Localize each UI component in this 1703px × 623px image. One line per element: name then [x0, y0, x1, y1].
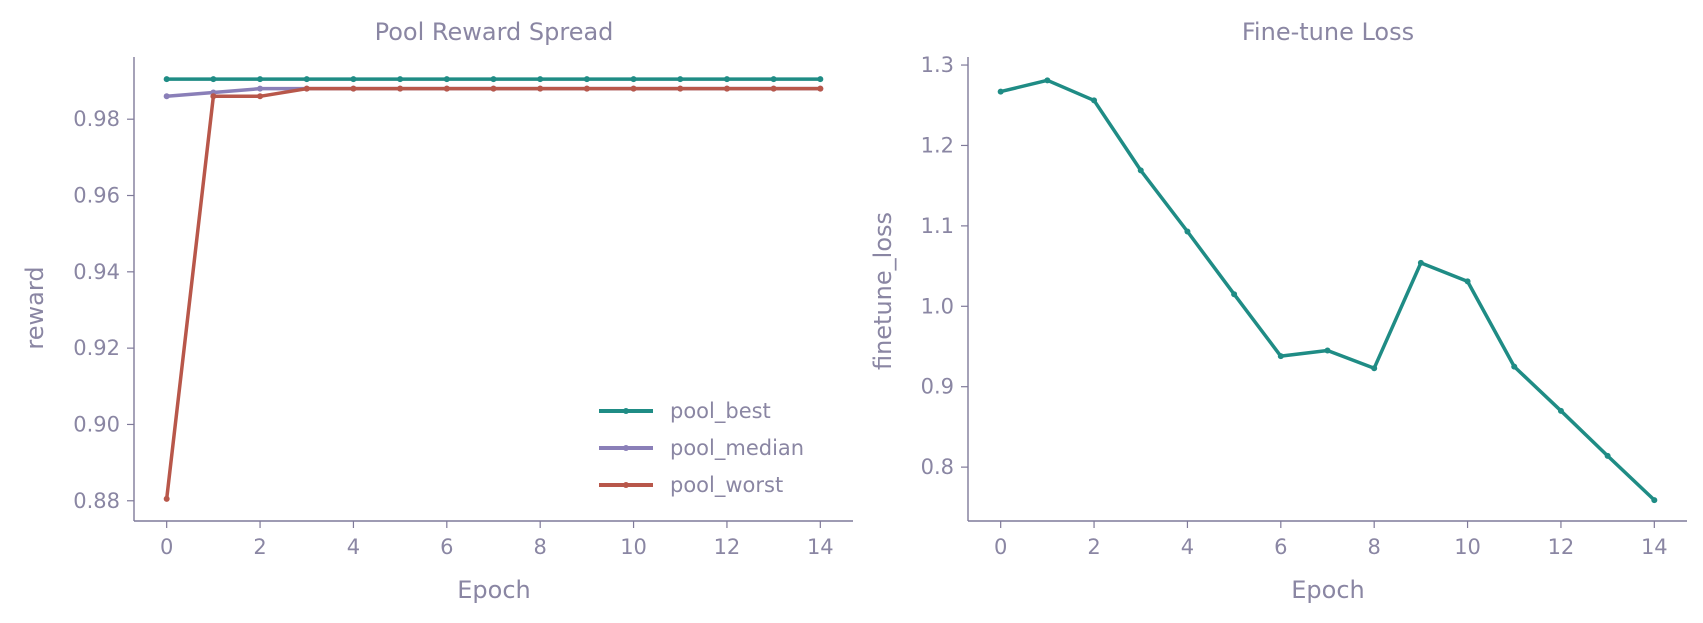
data-point-pool-best [163, 76, 170, 83]
x-tick-label: 6 [1274, 535, 1287, 559]
data-point-loss [1324, 347, 1331, 354]
data-point-pool-best [303, 76, 310, 83]
data-point-loss [1604, 452, 1611, 459]
legend-label-pool-worst: pool_worst [670, 473, 783, 498]
data-point-pool-best [723, 76, 730, 83]
chart-pool-reward-spread: Pool Reward Spread Epoch reward 0 2 4 6 8 10 1… [21, 18, 853, 604]
x-axis-label: Epoch [457, 576, 531, 604]
data-point-pool-worst [490, 85, 497, 92]
data-point-loss [1464, 278, 1471, 285]
x-tick-label: 12 [1548, 535, 1575, 559]
legend-label-pool-median: pool_median [670, 436, 804, 461]
x-tick-label: 8 [1368, 535, 1381, 559]
data-point-loss [1231, 291, 1238, 298]
data-point-pool-worst [443, 85, 450, 92]
data-point-loss [1044, 77, 1051, 84]
data-point-pool-worst [350, 85, 357, 92]
y-axis-label: reward [21, 266, 49, 349]
data-point-pool-best [490, 76, 497, 83]
data-point-loss [1091, 97, 1098, 104]
data-point-pool-worst [537, 85, 544, 92]
data-point-pool-best [630, 76, 637, 83]
data-point-pool-best [257, 76, 264, 83]
y-tick-label: 0.90 [73, 412, 120, 436]
legend-marker-pool-worst [623, 482, 629, 488]
y-tick-label: 0.94 [73, 260, 120, 284]
y-tick-label: 1.2 [921, 133, 954, 157]
y-tick-label: 0.88 [73, 489, 120, 513]
x-tick-label: 10 [620, 535, 647, 559]
data-point-loss [1417, 259, 1424, 266]
data-point-pool-best [677, 76, 684, 83]
y-tick-label: 1.3 [921, 53, 954, 77]
data-point-loss [1557, 407, 1564, 414]
data-point-loss [1184, 228, 1191, 235]
data-point-pool-worst [723, 85, 730, 92]
data-point-pool-worst [630, 85, 637, 92]
data-point-pool-median [257, 85, 264, 92]
data-point-loss [997, 88, 1004, 95]
y-tick-label: 0.98 [73, 107, 120, 131]
data-point-pool-best [397, 76, 404, 83]
x-tick-label: 12 [714, 535, 741, 559]
y-axis-label: finetune_loss [869, 212, 897, 370]
legend-label-pool-best: pool_best [670, 399, 771, 424]
data-point-pool-best [210, 76, 217, 83]
x-tick-label: 0 [160, 535, 173, 559]
x-tick-label: 0 [994, 535, 1007, 559]
x-tick-label: 14 [1641, 535, 1668, 559]
x-tick-label: 4 [347, 535, 360, 559]
data-point-pool-worst [677, 85, 684, 92]
chart-fine-tune-loss: Fine-tune Loss Epoch finetune_loss 0 2 4 6 8… [869, 18, 1687, 604]
data-point-pool-best [443, 76, 450, 83]
x-axis-label: Epoch [1291, 576, 1365, 604]
x-tick-label: 6 [440, 535, 453, 559]
legend-entry-pool-median: pool_median [599, 436, 804, 461]
y-tick-label: 1.0 [921, 294, 954, 318]
x-tick-label: 2 [253, 535, 266, 559]
y-tick-label: 0.9 [921, 375, 954, 399]
data-point-pool-worst [210, 93, 217, 100]
data-point-loss [1371, 365, 1378, 372]
y-tick-label: 0.8 [921, 455, 954, 479]
data-point-pool-median [163, 93, 170, 100]
x-tick-label: 14 [807, 535, 834, 559]
data-point-pool-worst [583, 85, 590, 92]
chart-title: Pool Reward Spread [375, 18, 614, 46]
data-point-pool-worst [397, 85, 404, 92]
x-tick-label: 8 [534, 535, 547, 559]
y-tick-label: 0.92 [73, 336, 120, 360]
data-point-pool-best [537, 76, 544, 83]
data-point-pool-best [583, 76, 590, 83]
x-tick-label: 4 [1181, 535, 1194, 559]
y-tick-label: 0.96 [73, 184, 120, 208]
data-point-pool-worst [817, 85, 824, 92]
data-point-pool-best [350, 76, 357, 83]
data-point-pool-best [770, 76, 777, 83]
x-tick-label: 10 [1454, 535, 1481, 559]
chart-title: Fine-tune Loss [1242, 18, 1414, 46]
data-point-pool-worst [163, 495, 170, 502]
legend: pool_best pool_median pool_worst [599, 399, 804, 498]
data-point-pool-best [817, 76, 824, 83]
legend-entry-pool-best: pool_best [599, 399, 771, 424]
series-line-loss [1000, 78, 1656, 502]
data-point-loss [1511, 363, 1518, 370]
data-point-loss [1277, 353, 1284, 360]
data-point-loss [1651, 497, 1658, 504]
legend-marker-pool-best [623, 408, 629, 414]
data-point-loss [1137, 167, 1144, 174]
data-point-pool-worst [770, 85, 777, 92]
x-tick-label: 2 [1087, 535, 1100, 559]
legend-entry-pool-worst: pool_worst [599, 473, 783, 498]
data-point-pool-worst [257, 93, 264, 100]
data-point-pool-worst [303, 85, 310, 92]
y-tick-label: 1.1 [921, 214, 954, 238]
legend-marker-pool-median [623, 445, 629, 451]
